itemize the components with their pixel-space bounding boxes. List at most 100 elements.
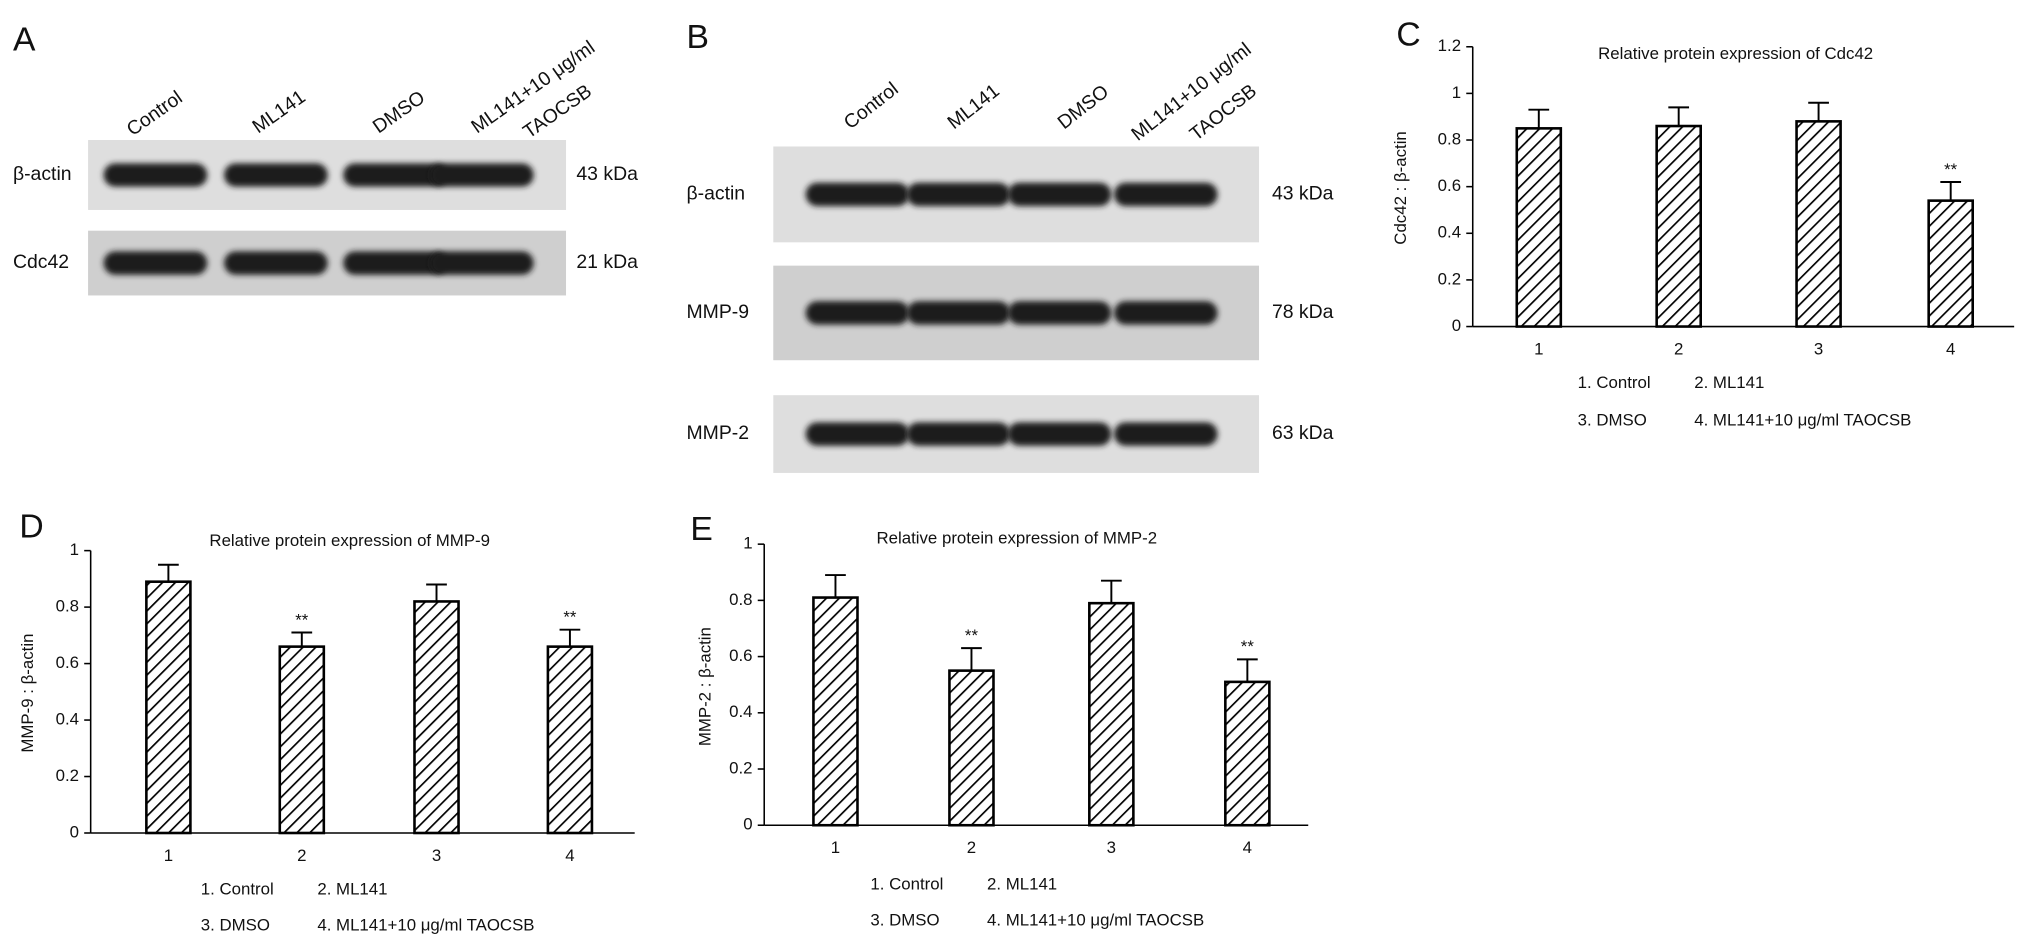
protein-label: MMP-9: [686, 301, 749, 323]
protein-label: Cdc42: [13, 251, 69, 273]
bar: [145, 580, 192, 835]
blot-band: [430, 251, 534, 275]
bar: [278, 645, 326, 835]
y-tick-label: 0.6: [729, 646, 752, 665]
y-tick-label: 0.8: [1438, 129, 1461, 148]
x-tick-label: 2: [1674, 339, 1683, 358]
y-tick-label: 1: [743, 534, 752, 553]
panel-letter: A: [13, 21, 36, 58]
x-tick-label: 4: [1243, 838, 1252, 857]
chart-title: Relative protein expression of MMP-9: [209, 531, 490, 550]
y-tick-label: 0.2: [56, 766, 79, 785]
blot-band: [1113, 422, 1218, 446]
x-tick-label: 3: [432, 846, 441, 865]
y-tick-label: 0.4: [56, 710, 79, 729]
x-tick-label: 4: [565, 846, 574, 865]
significance: **: [1241, 637, 1255, 656]
y-tick-label: 0.2: [1438, 269, 1461, 288]
legend-text: 3. DMSO: [870, 911, 939, 930]
lane-label: Control: [840, 78, 903, 134]
chart-title: Relative protein expression of Cdc42: [1598, 44, 1873, 63]
panel-letter: E: [690, 511, 712, 548]
size-label: 21 kDa: [576, 251, 638, 273]
blot-band: [1007, 422, 1112, 446]
legend-text: 2. ML141: [317, 879, 387, 898]
blot-band: [224, 251, 328, 275]
bar: [1795, 120, 1842, 328]
legend-text: 4. ML141+10 μg/ml TAOCSB: [317, 916, 534, 935]
y-tick-label: 1: [70, 540, 79, 559]
x-tick-label: 1: [1534, 339, 1543, 358]
blot-band: [343, 251, 447, 275]
legend-text: 1. Control: [201, 879, 274, 898]
legend-text: 2. ML141: [1694, 373, 1764, 392]
y-tick-label: 0.8: [56, 597, 79, 616]
blot-band: [224, 163, 328, 187]
blot-band: [1007, 301, 1112, 325]
lane-label: ML141: [943, 80, 1003, 134]
y-axis-label: Cdc42 : β-actin: [1391, 131, 1410, 245]
blot-band: [103, 163, 208, 187]
blot-band: [906, 422, 1011, 446]
size-label: 78 kDa: [1272, 301, 1334, 323]
x-tick-label: 2: [967, 838, 976, 857]
legend-text: 4. ML141+10 μg/ml TAOCSB: [987, 911, 1204, 930]
y-tick-label: 0.2: [729, 758, 752, 777]
lane-label: Control: [123, 87, 187, 141]
y-tick-label: 0: [1452, 316, 1461, 335]
bar: [1655, 124, 1702, 328]
y-tick-label: 0.4: [729, 702, 752, 721]
protein-label: MMP-2: [686, 422, 749, 444]
lane-label: DMSO: [1054, 81, 1113, 134]
y-tick-label: 0.8: [729, 590, 752, 609]
blot-band: [805, 301, 910, 325]
legend-text: 3. DMSO: [1578, 411, 1647, 430]
panel-letter: C: [1396, 16, 1420, 53]
y-tick-label: 0.6: [1438, 176, 1461, 195]
x-tick-label: 1: [164, 846, 173, 865]
y-tick-label: 1.2: [1438, 36, 1461, 55]
size-label: 43 kDa: [576, 163, 638, 185]
legend-text: 4. ML141+10 μg/ml TAOCSB: [1694, 411, 1911, 430]
bar: [812, 596, 859, 827]
blot-band: [805, 182, 910, 207]
y-tick-label: 0.6: [56, 653, 79, 672]
protein-label: β-actin: [13, 163, 72, 185]
x-tick-label: 4: [1946, 339, 1955, 358]
significance: **: [563, 607, 577, 626]
bar: [413, 600, 460, 835]
significance: **: [1944, 160, 1958, 179]
significance: **: [965, 626, 979, 645]
x-tick-label: 3: [1814, 339, 1823, 358]
lane-label: ML141: [248, 86, 309, 138]
blot-band: [430, 163, 534, 187]
significance: **: [295, 610, 309, 629]
blot-band: [1113, 301, 1218, 325]
y-tick-label: 0: [743, 815, 752, 834]
blot-band: [343, 163, 447, 187]
blot-band: [805, 422, 910, 446]
panel-letter: B: [686, 19, 708, 56]
blot-band: [1007, 182, 1112, 207]
y-tick-label: 1: [1452, 83, 1461, 102]
legend-text: 1. Control: [870, 874, 943, 893]
y-tick-label: 0.4: [1438, 223, 1461, 242]
blot-band: [103, 251, 208, 275]
legend-text: 2. ML141: [987, 874, 1057, 893]
blot-band: [1113, 182, 1218, 207]
x-tick-label: 3: [1107, 838, 1116, 857]
lane-label: DMSO: [369, 87, 429, 138]
x-tick-label: 1: [831, 838, 840, 857]
blot-band: [906, 301, 1011, 325]
bar: [1224, 680, 1271, 827]
chart-title: Relative protein expression of MMP-2: [876, 528, 1157, 547]
bar: [948, 669, 995, 827]
bar: [1088, 601, 1135, 827]
y-axis-label: MMP-9 : β-actin: [18, 634, 37, 753]
y-tick-label: 0: [70, 822, 79, 841]
size-label: 43 kDa: [1272, 183, 1334, 205]
legend-text: 1. Control: [1578, 373, 1651, 392]
panel-letter: D: [19, 508, 43, 545]
